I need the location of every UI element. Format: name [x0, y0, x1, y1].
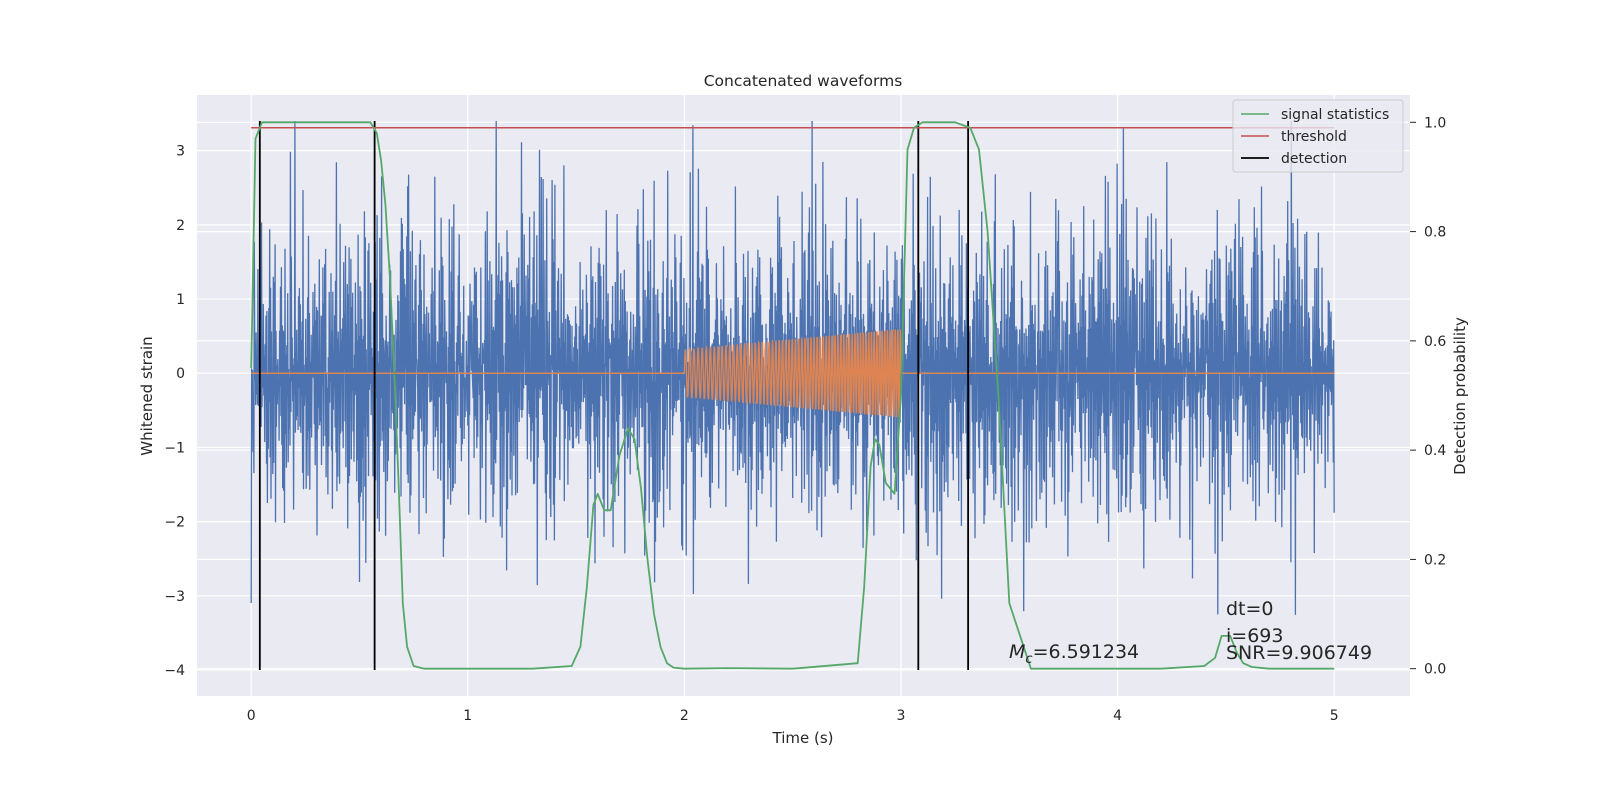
signal-statistics-series — [250, 121, 1335, 670]
y-tick-label: −2 — [164, 515, 185, 531]
y2-tick-label: 0.2 — [1424, 552, 1446, 568]
x-axis-label: Time (s) — [772, 729, 834, 747]
strain-noise-series — [250, 120, 1335, 615]
y-tick-label: −3 — [164, 589, 185, 605]
chart-title: Concatenated waveforms — [704, 72, 903, 90]
annotation-chirp-mass-symbol: M — [1009, 641, 1025, 663]
y-tick-label: 3 — [176, 144, 185, 160]
x-tick-label: 3 — [897, 708, 906, 724]
y2-tick-label: 0.8 — [1424, 225, 1446, 241]
annotation-chirp-mass: Mc=6.591234 — [1009, 641, 1139, 667]
annotation-i: i=693 — [1226, 625, 1283, 647]
y-tick-label: 1 — [176, 292, 185, 308]
x-tick-label: 5 — [1330, 708, 1339, 724]
x-tick-label: 0 — [247, 708, 256, 724]
x-tick-label: 4 — [1113, 708, 1122, 724]
annotation-chirp-mass-value: =6.591234 — [1033, 641, 1140, 663]
legend-label-signal-statistics: signal statistics — [1281, 107, 1389, 123]
y2-tick-label: 0.4 — [1424, 443, 1446, 459]
x-tick-label: 2 — [680, 708, 689, 724]
ticks: 0 1 2 3 4 5 3 2 1 0 −1 −2 −3 −4 1.0 0.8 0.6 0.4 0.2 0.0 — [164, 115, 1446, 724]
legend: signal statistics threshold detection — [1232, 99, 1404, 173]
annotation-snr: SNR=9.906749 — [1226, 642, 1372, 664]
annotation-dt: dt=0 — [1226, 598, 1274, 620]
legend-label-threshold: threshold — [1281, 129, 1347, 145]
y2-axis-label: Detection probability — [1451, 317, 1469, 475]
y-tick-label: −4 — [164, 663, 185, 679]
injected-signal-series — [251, 329, 1335, 418]
y2-tick-label: 0.6 — [1424, 334, 1446, 350]
y-tick-label: 0 — [176, 366, 185, 382]
y2-tick-label: 1.0 — [1424, 115, 1446, 131]
y2-tick-label: 0.0 — [1424, 662, 1446, 678]
y-tick-label: −1 — [164, 440, 185, 456]
y-tick-label: 2 — [176, 218, 185, 234]
annotation-chirp-mass-subscript: c — [1025, 652, 1032, 667]
y-axis-label: Whitened strain — [138, 336, 156, 455]
x-tick-label: 1 — [463, 708, 472, 724]
plot-area — [250, 120, 1335, 671]
legend-box — [1232, 99, 1404, 173]
legend-label-detection: detection — [1281, 151, 1347, 167]
